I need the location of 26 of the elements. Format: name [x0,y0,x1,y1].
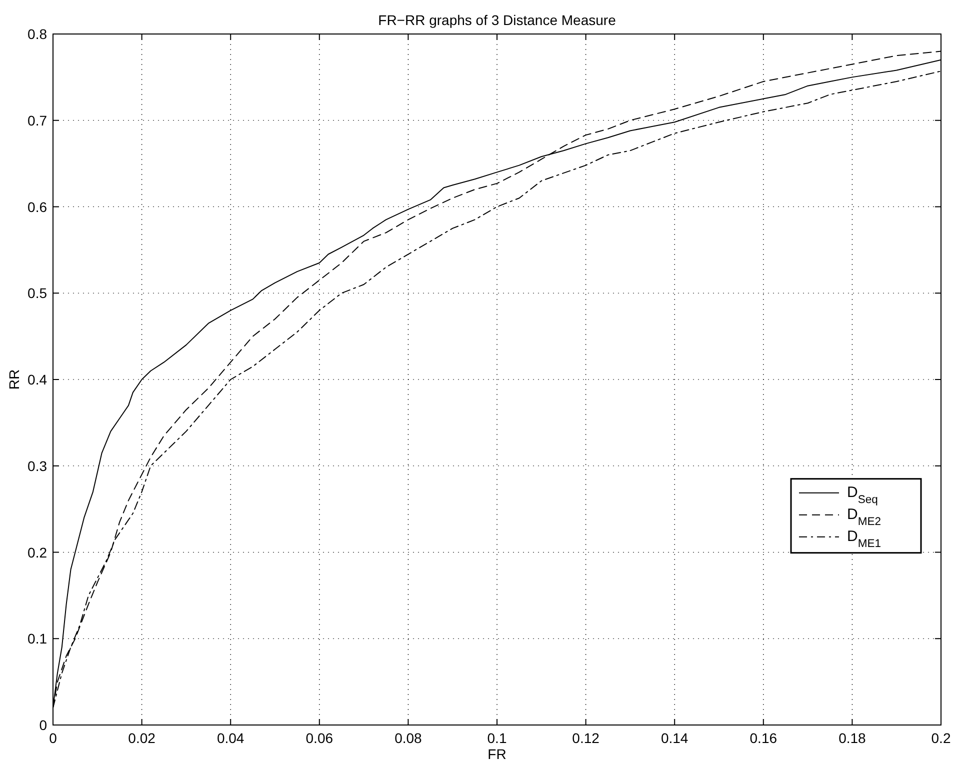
y-tick-label: 0.7 [28,112,48,128]
x-tick-label: 0.06 [306,730,334,746]
x-tick-label: 0 [49,730,58,746]
legend-label: D$_{ME1}$ [847,528,881,550]
legend-label: D$_{Seq}$ [847,484,878,506]
y-tick-label: 0 [39,717,48,733]
x-tick-label: 0.16 [750,730,778,746]
x-tick-label: 0.2 [931,730,951,746]
y-tick-label: 0.6 [28,198,48,215]
y-axis-title: RR [6,369,22,390]
y-tick-label: 0.2 [28,544,48,560]
y-tick-label: 0.3 [28,458,48,474]
legend-label: D$_{ME2}$ [847,506,881,528]
y-tick-label: 0.5 [28,285,48,302]
x-tick-label: 0.14 [660,730,688,746]
x-tick-label: 0.08 [394,730,422,746]
chart-title: FR−RR graphs of 3 Distance Measure [378,12,616,28]
x-axis-title: FR [488,746,506,762]
y-tick-label: 0.4 [28,372,48,388]
y-tick-label: 0.8 [28,26,48,42]
x-tick-label: 0.18 [838,730,866,746]
x-tick-label: 0.1 [487,730,507,746]
x-tick-label: 0.12 [572,730,600,746]
x-tick-label: 0.04 [216,730,244,746]
y-tick-label: 0.1 [28,630,48,647]
x-tick-label: 0.02 [128,730,156,746]
